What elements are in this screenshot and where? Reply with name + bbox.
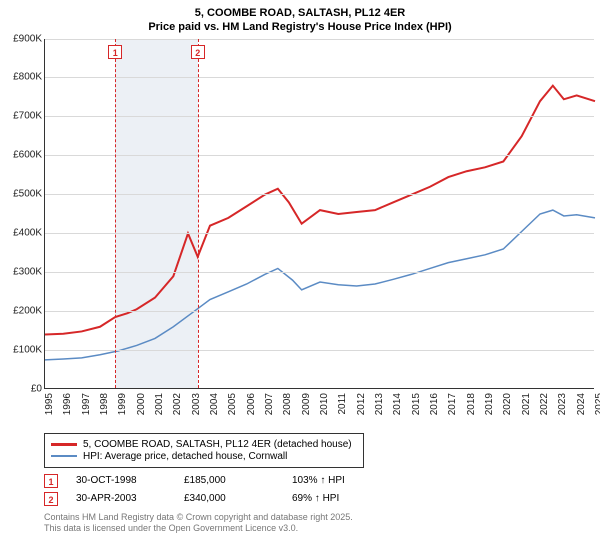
gridline	[45, 272, 594, 273]
x-tick-label: 2023	[557, 393, 568, 415]
y-tick-label: £600K	[13, 150, 42, 161]
x-tick-label: 1996	[62, 393, 73, 415]
x-tick-label: 2003	[191, 393, 202, 415]
event-badge-1: 1	[44, 474, 58, 488]
x-tick-label: 2010	[319, 393, 330, 415]
event-row-2: 2 30-APR-2003 £340,000 69% ↑ HPI	[44, 492, 594, 506]
event-row-1: 1 30-OCT-1998 £185,000 103% ↑ HPI	[44, 474, 594, 488]
gridline	[45, 233, 594, 234]
x-tick-label: 2014	[392, 393, 403, 415]
marker-line-1	[115, 39, 116, 388]
y-tick-label: £700K	[13, 111, 42, 122]
marker-badge-2: 2	[191, 45, 205, 59]
x-tick-label: 2024	[576, 393, 587, 415]
x-tick-label: 2019	[484, 393, 495, 415]
title-line-2: Price paid vs. HM Land Registry's House …	[6, 20, 594, 34]
x-tick-label: 2008	[282, 393, 293, 415]
x-tick-label: 2020	[502, 393, 513, 415]
legend-label-2: HPI: Average price, detached house, Corn…	[83, 451, 287, 462]
x-tick-label: 1997	[81, 393, 92, 415]
event-price: £185,000	[184, 475, 274, 486]
gridline	[45, 194, 594, 195]
x-tick-label: 2025	[594, 393, 600, 415]
x-tick-label: 2004	[209, 393, 220, 415]
y-tick-label: £300K	[13, 266, 42, 277]
x-tick-label: 2001	[154, 393, 165, 415]
legend-swatch-1	[51, 443, 77, 446]
y-tick-label: £500K	[13, 189, 42, 200]
x-tick-label: 2011	[337, 393, 348, 415]
series-svg	[45, 39, 595, 389]
x-tick-label: 2016	[429, 393, 440, 415]
y-tick-label: £400K	[13, 228, 42, 239]
gridline	[45, 350, 594, 351]
chart-area: £0 £100K £200K £300K £400K £500K £600K £700K £80…	[6, 39, 594, 429]
legend-row-1: 5, COOMBE ROAD, SALTASH, PL12 4ER (detac…	[51, 439, 357, 450]
y-tick-label: £800K	[13, 72, 42, 83]
x-tick-label: 2002	[172, 393, 183, 415]
event-delta: 103% ↑ HPI	[292, 475, 382, 486]
gridline	[45, 77, 594, 78]
y-tick-label: £100K	[13, 344, 42, 355]
legend-swatch-2	[51, 455, 77, 457]
x-tick-label: 2015	[411, 393, 422, 415]
gridline	[45, 155, 594, 156]
legend: 5, COOMBE ROAD, SALTASH, PL12 4ER (detac…	[44, 433, 364, 468]
x-tick-label: 2006	[246, 393, 257, 415]
x-tick-label: 1999	[117, 393, 128, 415]
x-tick-label: 2009	[301, 393, 312, 415]
event-badge-2: 2	[44, 492, 58, 506]
gridline	[45, 311, 594, 312]
legend-label-1: 5, COOMBE ROAD, SALTASH, PL12 4ER (detac…	[83, 439, 352, 450]
event-delta: 69% ↑ HPI	[292, 493, 382, 504]
plot-area: 12	[44, 39, 594, 389]
gridline	[45, 116, 594, 117]
footer: Contains HM Land Registry data © Crown c…	[44, 512, 594, 535]
y-tick-label: £200K	[13, 305, 42, 316]
x-tick-label: 2017	[447, 393, 458, 415]
x-tick-label: 1998	[99, 393, 110, 415]
chart-title: 5, COOMBE ROAD, SALTASH, PL12 4ER Price …	[6, 6, 594, 35]
marker-badge-1: 1	[108, 45, 122, 59]
x-tick-label: 2005	[227, 393, 238, 415]
series-line-1	[45, 85, 595, 334]
y-tick-label: £0	[31, 383, 42, 394]
events-list: 1 30-OCT-1998 £185,000 103% ↑ HPI 2 30-APR-20…	[44, 474, 594, 506]
x-tick-label: 2000	[136, 393, 147, 415]
y-axis: £0£100K£200K£300K£400K£500K£600K£700K£80…	[6, 39, 44, 389]
marker-line-2	[198, 39, 199, 388]
x-tick-label: 2012	[356, 393, 367, 415]
gridline	[45, 39, 594, 40]
x-tick-label: 2021	[521, 393, 532, 415]
y-tick-label: £900K	[13, 33, 42, 44]
footer-line-2: This data is licensed under the Open Gov…	[44, 523, 594, 535]
chart-container: 5, COOMBE ROAD, SALTASH, PL12 4ER Price …	[0, 0, 600, 560]
footer-line-1: Contains HM Land Registry data © Crown c…	[44, 512, 594, 524]
x-tick-label: 2007	[264, 393, 275, 415]
x-tick-label: 2022	[539, 393, 550, 415]
x-tick-label: 2018	[466, 393, 477, 415]
legend-row-2: HPI: Average price, detached house, Corn…	[51, 451, 357, 462]
title-line-1: 5, COOMBE ROAD, SALTASH, PL12 4ER	[6, 6, 594, 20]
event-date: 30-APR-2003	[76, 493, 166, 504]
event-date: 30-OCT-1998	[76, 475, 166, 486]
x-axis: 1995 1996 1997 1998 1999 2000 2001 2002 2003 2004…	[44, 389, 594, 429]
x-tick-label: 1995	[44, 393, 55, 415]
event-price: £340,000	[184, 493, 274, 504]
x-tick-label: 2013	[374, 393, 385, 415]
